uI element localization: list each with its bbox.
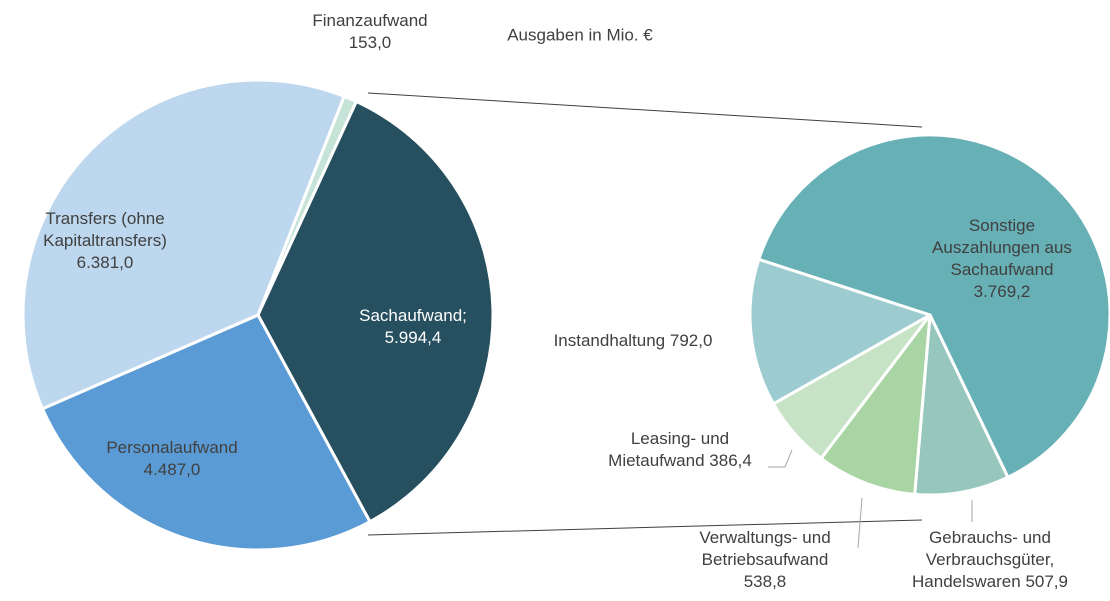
pie-slice xyxy=(748,257,932,406)
category-label: Sonstige Auszahlungen aus Sachaufwand xyxy=(932,216,1072,279)
data-label-text: Personalaufwand 4.487,0 xyxy=(72,437,272,481)
data-label-text: Instandhaltung 792,0 xyxy=(513,330,753,352)
category-label: Gebrauchs- und Verbrauchsgüter, Handelsw… xyxy=(912,528,1055,591)
connector-line xyxy=(367,519,923,536)
data-label: Finanzaufwand 153,0 xyxy=(285,10,455,54)
data-label-text: Finanzaufwand 153,0 xyxy=(285,10,455,54)
category-label: Transfers (ohne Kapitaltransfers) xyxy=(43,209,167,250)
leader-line xyxy=(768,449,793,468)
data-label: Verwaltungs- und Betriebsaufwand 538,8 xyxy=(675,527,855,593)
value-label: 507,9 xyxy=(1025,572,1068,591)
value-label: 6.381,0 xyxy=(76,253,134,272)
value-label: 4.487,0 xyxy=(143,460,201,479)
category-label: Instandhaltung xyxy=(553,331,666,350)
data-label: Sonstige Auszahlungen aus Sachaufwand 3.… xyxy=(927,215,1077,303)
value-label: 538,8 xyxy=(743,572,787,591)
pie-slice xyxy=(913,313,1010,497)
chart-title: Ausgaben in Mio. € xyxy=(507,25,653,44)
data-label-text: Transfers (ohne Kapitaltransfers) 6.381,… xyxy=(25,208,185,274)
data-label: Gebrauchs- und Verbrauchsgüter, Handelsw… xyxy=(901,527,1079,593)
value-label: 386,4 xyxy=(709,451,752,470)
category-label: Personalaufwand xyxy=(106,438,238,457)
value-label: 153,0 xyxy=(348,33,392,52)
data-label-text: Leasing- und Mietaufwand 386,4 xyxy=(598,428,763,472)
data-label-text: Sonstige Auszahlungen aus Sachaufwand 3.… xyxy=(927,215,1077,303)
category-label: Sachaufwand; xyxy=(359,306,467,325)
data-label: Sachaufwand; 5.994,4 xyxy=(323,305,503,349)
data-label: Leasing- und Mietaufwand 386,4 xyxy=(598,428,763,472)
category-label: Verwaltungs- und Betriebsaufwand xyxy=(699,528,831,569)
value-label: 5.994,4 xyxy=(384,328,442,347)
data-label: Transfers (ohne Kapitaltransfers) 6.381,… xyxy=(25,208,185,274)
value-label: 792,0 xyxy=(669,331,713,350)
connector-line xyxy=(367,92,923,128)
pie-slice xyxy=(819,313,932,496)
data-label: Personalaufwand 4.487,0 xyxy=(72,437,272,481)
data-label-text: Sachaufwand; 5.994,4 xyxy=(323,305,503,349)
data-label-text: Verwaltungs- und Betriebsaufwand 538,8 xyxy=(675,527,855,593)
pie-slice xyxy=(757,133,1110,479)
pie-slice xyxy=(256,100,495,524)
data-label-text: Gebrauchs- und Verbrauchsgüter, Handelsw… xyxy=(901,527,1079,593)
category-label: Leasing- und Mietaufwand xyxy=(608,429,730,470)
value-label: 3.769,2 xyxy=(973,282,1031,301)
leader-line xyxy=(857,497,863,549)
category-label: Finanzaufwand xyxy=(312,11,428,30)
pie-slice xyxy=(21,78,346,411)
data-label: Instandhaltung 792,0 xyxy=(513,330,753,352)
